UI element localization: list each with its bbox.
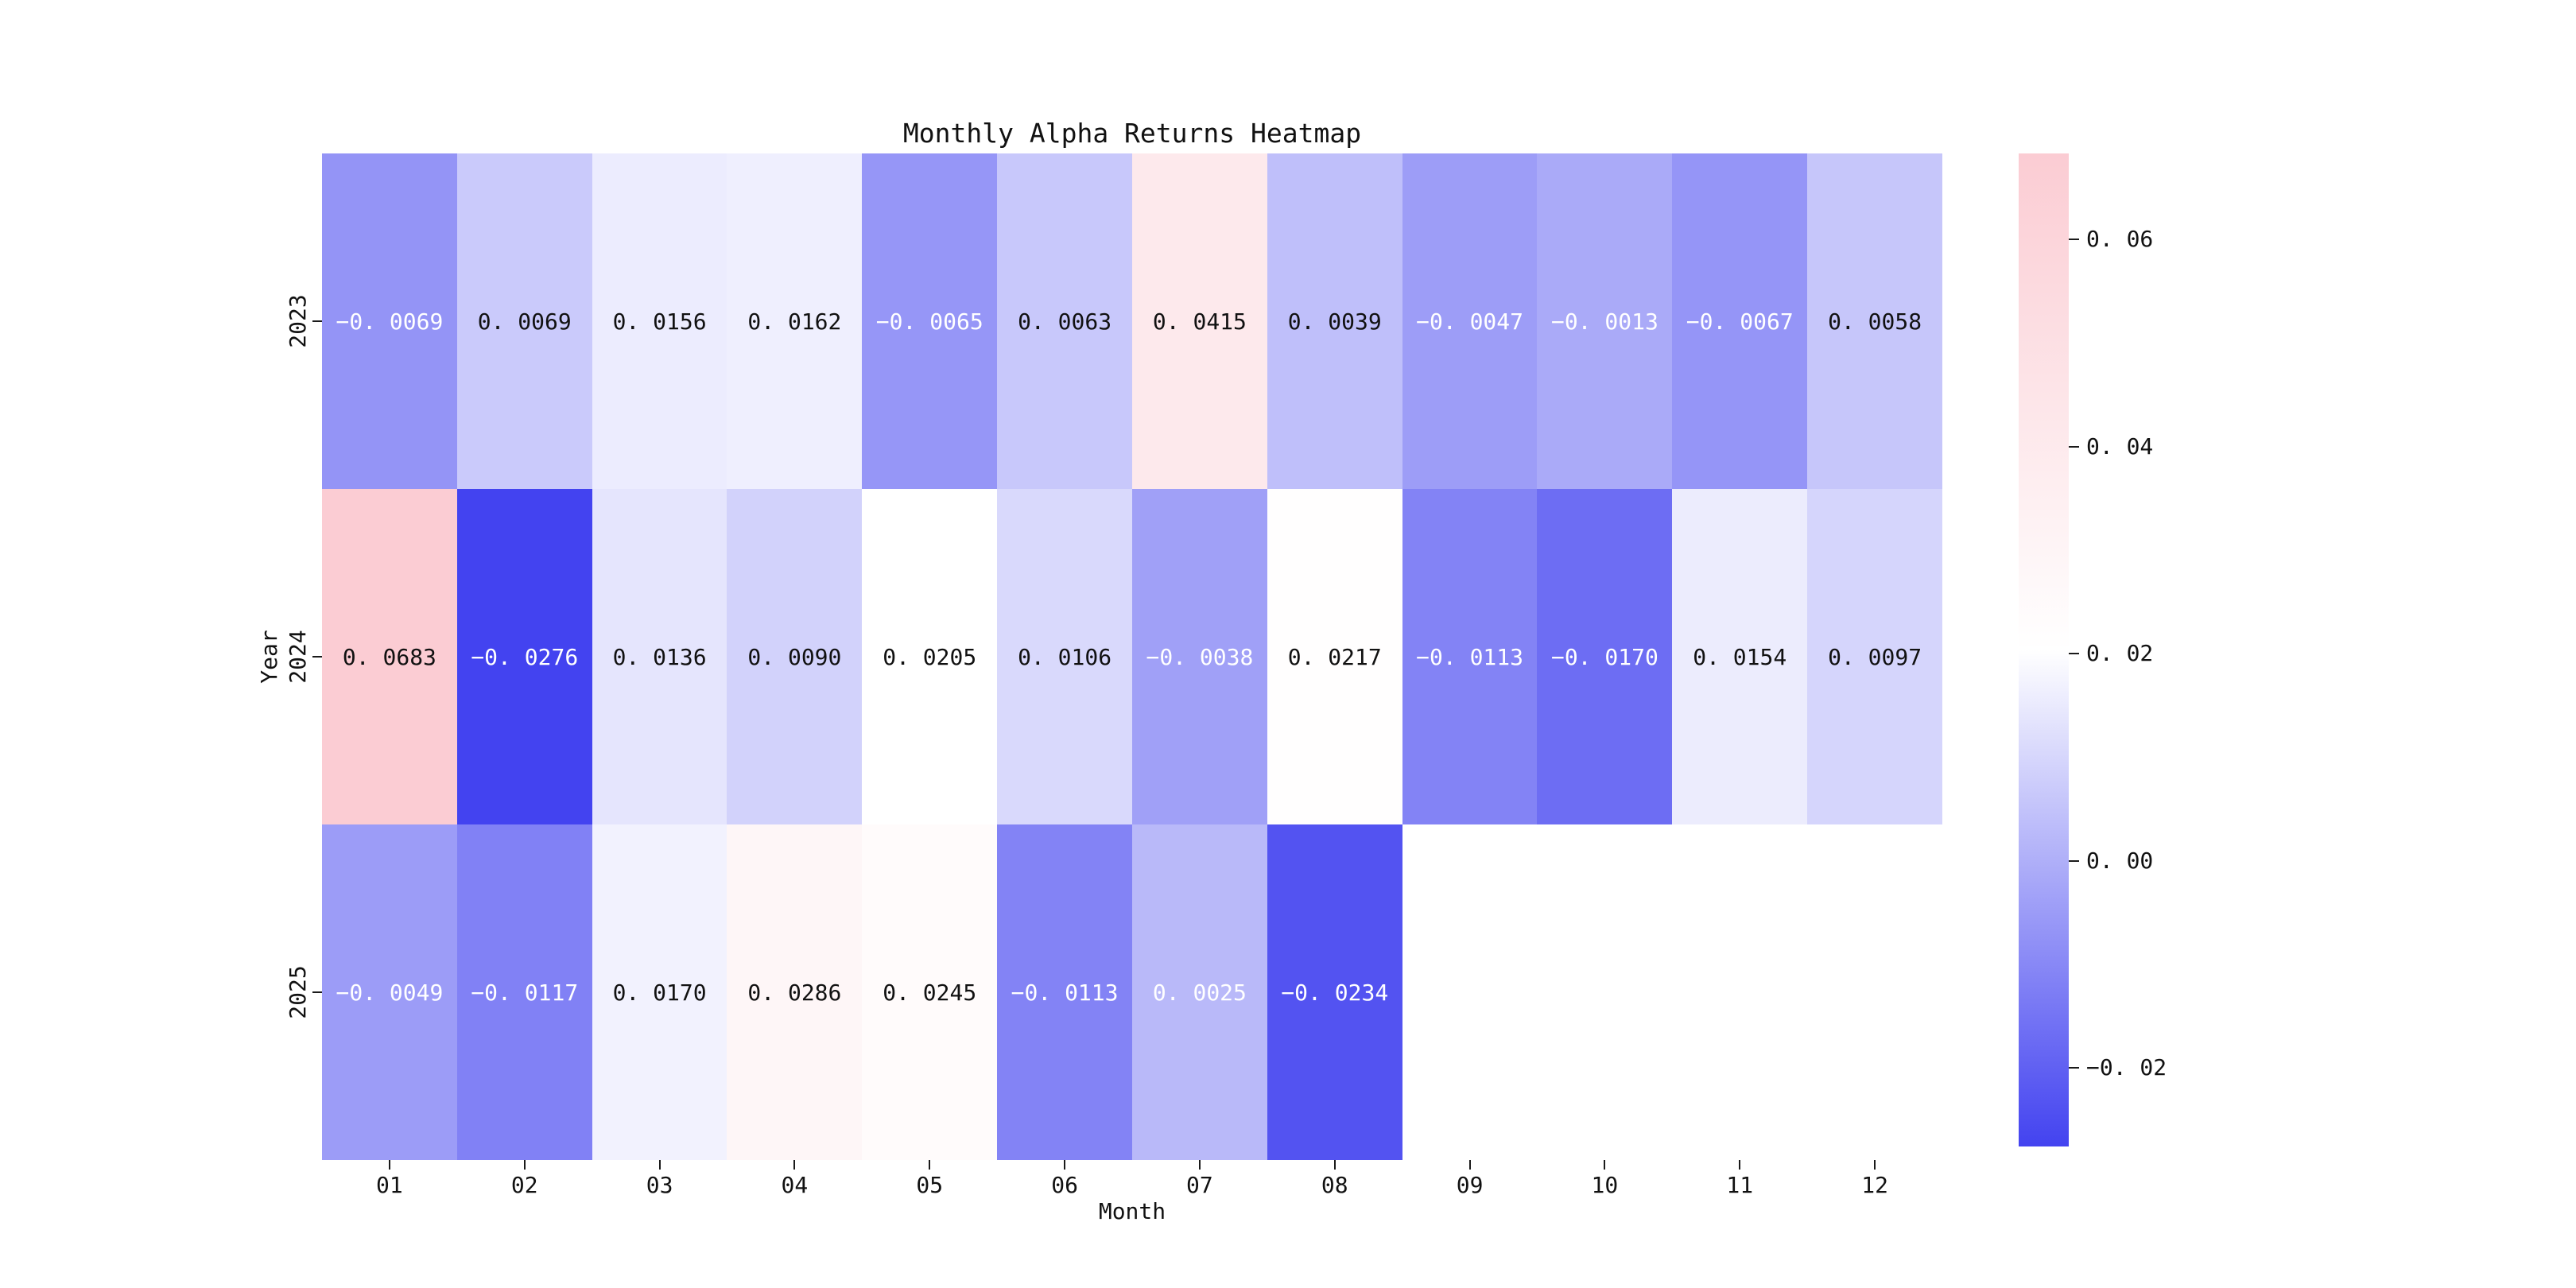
heatmap-cell: 0. 0025 bbox=[1131, 824, 1267, 1160]
x-tick-label: 07 bbox=[1186, 1172, 1213, 1198]
colorbar-tick-label: 0. 00 bbox=[2086, 847, 2154, 874]
heatmap-cell bbox=[1672, 824, 1808, 1160]
x-tick-label: 10 bbox=[1591, 1172, 1619, 1198]
heatmap-cell: 0. 0063 bbox=[997, 153, 1132, 489]
heatmap-cell: 0. 0245 bbox=[862, 824, 998, 1160]
y-tick bbox=[312, 320, 322, 322]
heatmap-cell: −0. 0170 bbox=[1537, 489, 1673, 824]
heatmap-cell: −0. 0069 bbox=[322, 153, 457, 489]
heatmap-cell: 0. 0058 bbox=[1807, 153, 1942, 489]
heatmap-cell: 0. 0205 bbox=[862, 489, 998, 824]
heatmap-cell: 0. 0136 bbox=[592, 489, 727, 824]
x-tick-label: 06 bbox=[1051, 1172, 1078, 1198]
x-tick-label: 11 bbox=[1726, 1172, 1754, 1198]
chart-title: Monthly Alpha Returns Heatmap bbox=[902, 118, 1362, 149]
colorbar-tick-label: 0. 04 bbox=[2086, 433, 2154, 460]
heatmap-cell: −0. 0065 bbox=[862, 153, 998, 489]
x-tick bbox=[388, 1160, 390, 1170]
heatmap-cell: 0. 0156 bbox=[592, 153, 727, 489]
heatmap-cell: 0. 0069 bbox=[456, 153, 592, 489]
colorbar-tick bbox=[2069, 239, 2079, 241]
heatmap-cell: −0. 0234 bbox=[1267, 824, 1402, 1160]
heatmap-cell: −0. 0276 bbox=[456, 489, 592, 824]
y-tick bbox=[312, 656, 322, 658]
heatmap-cell: 0. 0162 bbox=[727, 153, 863, 489]
heatmap-cell: 0. 0106 bbox=[997, 489, 1132, 824]
heatmap-cell bbox=[1537, 824, 1673, 1160]
x-tick bbox=[1333, 1160, 1336, 1170]
x-tick bbox=[1874, 1160, 1876, 1170]
heatmap-cell: 0. 0217 bbox=[1267, 489, 1402, 824]
heatmap-cell: 0. 0039 bbox=[1267, 153, 1402, 489]
heatmap-cell: −0. 0047 bbox=[1402, 153, 1538, 489]
x-axis-label: Month bbox=[1098, 1198, 1166, 1224]
colorbar-tick bbox=[2069, 1067, 2079, 1069]
heatmap-cell: −0. 0113 bbox=[997, 824, 1132, 1160]
x-tick bbox=[929, 1160, 931, 1170]
x-tick-label: 03 bbox=[646, 1172, 673, 1198]
x-tick-label: 08 bbox=[1321, 1172, 1348, 1198]
x-tick-label: 02 bbox=[510, 1172, 538, 1198]
heatmap-cell: 0. 0415 bbox=[1131, 153, 1267, 489]
x-tick bbox=[1468, 1160, 1471, 1170]
x-tick bbox=[1739, 1160, 1741, 1170]
colorbar-tick-label: 0. 06 bbox=[2086, 226, 2154, 253]
x-tick-label: 12 bbox=[1861, 1172, 1888, 1198]
colorbar-tick-label: −0. 02 bbox=[2086, 1054, 2167, 1081]
x-tick-label: 01 bbox=[376, 1172, 403, 1198]
x-tick-label: 04 bbox=[781, 1172, 809, 1198]
heatmap-cell: −0. 0038 bbox=[1131, 489, 1267, 824]
heatmap-cell: −0. 0113 bbox=[1402, 489, 1538, 824]
heatmap-cell bbox=[1402, 824, 1538, 1160]
colorbar-tick-label: 0. 02 bbox=[2086, 640, 2154, 667]
x-tick bbox=[1064, 1160, 1066, 1170]
heatmap-cell: 0. 0154 bbox=[1672, 489, 1808, 824]
heatmap-cell: −0. 0049 bbox=[322, 824, 457, 1160]
heatmap-cell: −0. 0117 bbox=[456, 824, 592, 1160]
heatmap-cell: 0. 0683 bbox=[322, 489, 457, 824]
heatmap-cell: 0. 0286 bbox=[727, 824, 863, 1160]
y-axis-label: Year bbox=[256, 630, 282, 684]
x-tick-label: 09 bbox=[1456, 1172, 1484, 1198]
x-tick-label: 05 bbox=[916, 1172, 944, 1198]
x-tick bbox=[658, 1160, 661, 1170]
heatmap-cell: 0. 0097 bbox=[1807, 489, 1942, 824]
colorbar-tick bbox=[2069, 653, 2079, 655]
x-tick bbox=[793, 1160, 796, 1170]
colorbar-tick bbox=[2069, 859, 2079, 862]
y-tick-label: 2024 bbox=[285, 630, 311, 684]
x-tick bbox=[1198, 1160, 1201, 1170]
colorbar-gradient bbox=[2019, 153, 2069, 1146]
heatmap-grid: −0. 0069 0. 0069 0. 0156 0. 0162 −0. 0065 0. … bbox=[322, 153, 1942, 1160]
heatmap-cell: −0. 0067 bbox=[1672, 153, 1808, 489]
y-tick-label: 2025 bbox=[285, 965, 311, 1019]
heatmap-cell: 0. 0090 bbox=[727, 489, 863, 824]
y-tick-label: 2023 bbox=[285, 294, 311, 348]
x-tick bbox=[1604, 1160, 1606, 1170]
y-tick bbox=[312, 991, 322, 993]
heatmap-cell bbox=[1807, 824, 1942, 1160]
colorbar-tick bbox=[2069, 445, 2079, 448]
heatmap-cell: −0. 0013 bbox=[1537, 153, 1673, 489]
heatmap-cell: 0. 0170 bbox=[592, 824, 727, 1160]
x-tick bbox=[523, 1160, 526, 1170]
